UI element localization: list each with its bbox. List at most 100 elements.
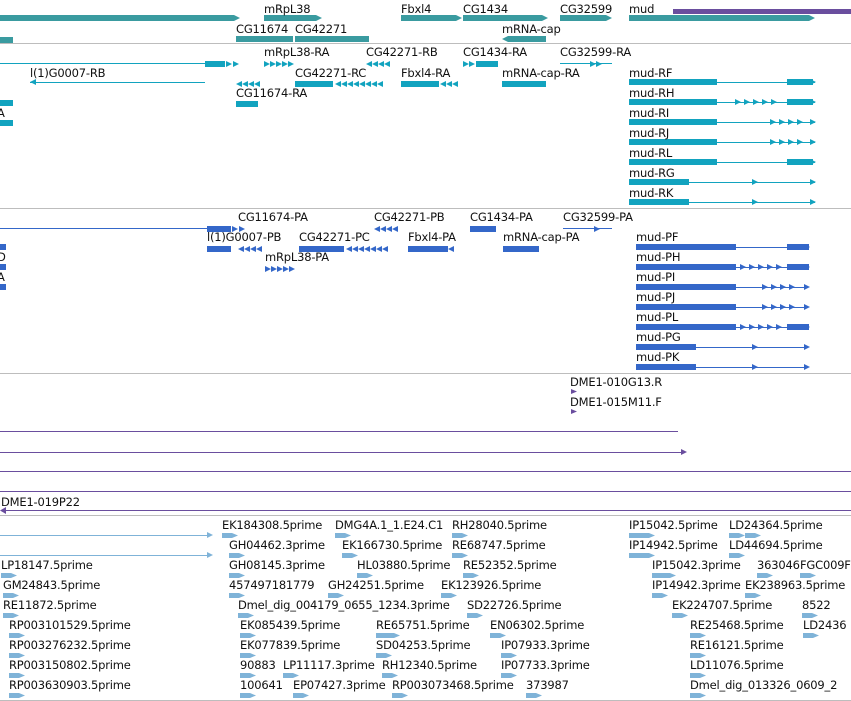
est-label[interactable]: RH12340.5prime [382,658,477,672]
est-label[interactable]: 100641 [240,678,283,692]
protein-label-l1g0007-pb[interactable]: l(1)G0007-PB [207,230,282,244]
est-label[interactable]: GH04462.3prime [229,538,325,552]
protein-label-mrna-cap-pa[interactable]: mRNA-cap-PA [503,230,580,244]
transcript-label-mud-rh[interactable]: mud-RH [629,86,675,100]
strand-arrow-right [788,139,794,145]
est-label[interactable]: IP15042.5prime [629,518,718,532]
transcript-label-cg42271-rc[interactable]: CG42271-RC [295,66,367,80]
protein-label-cg42271-pb[interactable]: CG42271-PB [374,210,445,224]
est-label[interactable]: EK166730.5prime [342,538,443,552]
est-label[interactable]: 373987 [526,678,569,692]
est-label[interactable]: SD04253.5prime [376,638,471,652]
strand-arrow-left [374,226,380,232]
est-label[interactable]: EK077839.5prime [240,638,341,652]
transcript-label-l1g0007-rb[interactable]: l(1)G0007-RB [30,66,106,80]
transcript-label-mud-rf[interactable]: mud-RF [629,66,673,80]
protein-label-mud-pf[interactable]: mud-PF [636,230,679,244]
est-label[interactable]: IP07933.3prime [501,638,590,652]
transcript-label-fbxl4-ra[interactable]: Fbxl4-RA [401,66,451,80]
est-label[interactable]: RE25468.5prime [690,618,784,632]
est-label[interactable]: RH28040.5prime [452,518,547,532]
est-label[interactable]: IP15042.3prime [652,558,741,572]
est-label[interactable]: EK224707.5prime [672,598,773,612]
est-label[interactable]: IP14942.5prime [629,538,718,552]
gene-label-mud[interactable]: mud [629,2,655,16]
protein-label-fbxl4-pa[interactable]: Fbxl4-PA [408,230,456,244]
transcript-label-mud-rg[interactable]: mud-RG [629,166,675,180]
protein-label-edge-a[interactable]: A [0,270,5,284]
protein-label-cg11674-pa[interactable]: CG11674-PA [238,210,308,224]
est-label[interactable]: RE52352.5prime [463,558,557,572]
protein-label-mrpl38-pa[interactable]: mRpL38-PA [265,250,329,264]
transcript-label-cg1434-ra[interactable]: CG1434-RA [463,45,527,59]
transcript-label-mud-rk[interactable]: mud-RK [629,186,674,200]
est-label[interactable]: IP07733.3prime [501,658,590,672]
protein-label-cg42271-pc[interactable]: CG42271-PC [299,230,370,244]
protein-label-cg32599-pa[interactable]: CG32599-PA [563,210,633,224]
transcript-label-cg32599-ra[interactable]: CG32599-RA [560,45,632,59]
est-label[interactable]: HL03880.5prime [357,558,451,572]
est-label[interactable]: RP003630903.5prime [9,678,131,692]
est-label[interactable]: RE11872.5prime [3,598,97,612]
est-label[interactable]: IP14942.3prime [652,578,741,592]
est-label[interactable]: GM24843.5prime [3,578,101,592]
protein-label-mud-pl[interactable]: mud-PL [636,310,679,324]
protein-label-mud-pj[interactable]: mud-PJ [636,290,676,304]
est-label[interactable]: EK085439.5prime [240,618,341,632]
est-label[interactable]: DMG4A.1_1.E24.C1 [335,518,444,532]
est-label[interactable]: LD44694.5prime [729,538,823,552]
transcript-label-mrpl38-ra[interactable]: mRpL38-RA [264,45,330,59]
est-label[interactable]: Dmel_dig_004179_0655_1234.3prime [238,598,450,612]
transcript-label-cg42271-rb[interactable]: CG42271-RB [366,45,438,59]
protein-label-mud-ph[interactable]: mud-PH [636,250,681,264]
est-label[interactable]: LD24364.5prime [729,518,823,532]
gene-label-mrna-cap[interactable]: mRNA-cap [502,22,561,36]
transcript-label-mud-rl[interactable]: mud-RL [629,146,673,160]
est-label[interactable]: LP18147.5prime [1,558,93,572]
strand-arrow-right [239,226,245,232]
est-label[interactable]: RE16121.5prime [690,638,784,652]
est-label[interactable]: 363046 [757,558,800,572]
gene-label-cg42271[interactable]: CG42271 [295,22,348,36]
transcript-label-mud-ri[interactable]: mud-RI [629,106,670,120]
transcript-label-cg11674-ra[interactable]: CG11674-RA [236,86,308,100]
transcript-label-edge-a[interactable]: A [0,106,5,120]
est-label[interactable]: EK184308.5prime [222,518,323,532]
clone-label-dme1-015m11-f[interactable]: DME1-015M11.F [570,395,662,409]
protein-label-mud-pi[interactable]: mud-PI [636,270,676,284]
est-label[interactable]: LD11076.5prime [690,658,784,672]
est-label[interactable]: RP003150802.5prime [9,658,131,672]
protein-label-mud-pk[interactable]: mud-PK [636,350,680,364]
gene-label-cg11674[interactable]: CG11674 [236,22,289,36]
est-label[interactable]: EK238963.5prime [745,578,846,592]
protein-label-edge-d[interactable]: D [0,250,6,264]
est-label[interactable]: SD22726.5prime [467,598,562,612]
clone-label-dme1-010g13-r[interactable]: DME1-010G13.R [570,375,663,389]
est-label[interactable]: RP003073468.5prime [392,678,514,692]
est-label[interactable]: RE68747.5prime [452,538,546,552]
est-label[interactable]: EK123926.5prime [441,578,542,592]
est-label[interactable]: Dmel_dig_013326_0609_2 [690,678,838,692]
protein-label-mud-pg[interactable]: mud-PG [636,330,681,344]
gene-label-cg32599[interactable]: CG32599 [560,2,613,16]
est-label[interactable]: 457497181779 [229,578,315,592]
est-label[interactable]: EN06302.5prime [490,618,585,632]
est-label[interactable]: 90883 [240,658,276,672]
est-label[interactable]: EP07427.3prime [293,678,386,692]
est-label[interactable]: LD2436 [803,618,847,632]
gene-label-mrpl38[interactable]: mRpL38 [264,2,311,16]
est-label[interactable]: GH08145.3prime [229,558,325,572]
gene-label-fbxl4[interactable]: Fbxl4 [401,2,432,16]
clone-label-dme1-019p22[interactable]: DME1-019P22 [1,495,80,509]
transcript-label-mrna-cap-ra[interactable]: mRNA-cap-RA [502,66,580,80]
transcript-label-mud-rj[interactable]: mud-RJ [629,126,670,140]
est-label[interactable]: FGC009F [800,558,851,572]
protein-label-cg1434-pa[interactable]: CG1434-PA [470,210,533,224]
est-label[interactable]: LP11117.3prime [283,658,375,672]
gene-label-cg1434[interactable]: CG1434 [463,2,509,16]
est-label[interactable]: RP003101529.5prime [9,618,131,632]
est-label[interactable]: RE65751.5prime [376,618,470,632]
est-label[interactable]: RP003276232.5prime [9,638,131,652]
est-label[interactable]: 8522 [802,598,831,612]
est-label[interactable]: GH24251.5prime [328,578,424,592]
